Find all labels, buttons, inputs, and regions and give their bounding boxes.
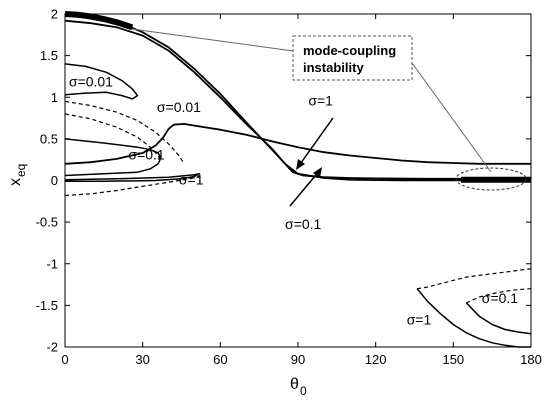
y-axis-subscript: eq bbox=[14, 164, 28, 177]
x-tick-label: 0 bbox=[61, 352, 68, 367]
y-tick-label: -1.5 bbox=[36, 298, 58, 313]
series-line-8 bbox=[64, 175, 203, 197]
x-tick-label: 150 bbox=[442, 352, 464, 367]
x-axis-subscript: 0 bbox=[300, 384, 307, 398]
x-tick-label: 30 bbox=[135, 352, 149, 367]
y-tick-label: 1.5 bbox=[40, 48, 58, 63]
callout-line2: instability bbox=[303, 60, 364, 75]
x-tick-label: 180 bbox=[520, 352, 542, 367]
y-tick-label: 1 bbox=[51, 90, 58, 105]
callout-leader-top bbox=[131, 28, 294, 52]
series-lines bbox=[64, 13, 532, 348]
series-line-6 bbox=[64, 100, 185, 165]
series-line-4 bbox=[64, 173, 201, 183]
x-axis-title: θ bbox=[290, 376, 299, 393]
sigma-label: σ=0.1 bbox=[482, 290, 518, 306]
series-line-10 bbox=[417, 268, 532, 290]
axis-ticks: 0 30 60 90 120 150 180 2 1.5 1 0.5 0 -0.5 -1 -1.5 -2 bbox=[36, 7, 542, 368]
y-tick-label: -2 bbox=[46, 340, 58, 355]
series-line-9 bbox=[416, 288, 531, 348]
callout-line1: mode-coupling bbox=[303, 43, 396, 58]
sigma-label: σ=0.1 bbox=[128, 147, 164, 163]
unstable-segments bbox=[64, 11, 531, 183]
sigma-label: σ=0.01 bbox=[157, 99, 201, 115]
curve-annotations: σ=0.01 σ=0.01 σ=0.1 σ=1 σ=1 σ=0.1 σ=1 σ=0.1 bbox=[69, 73, 518, 327]
sigma-label: σ=0.01 bbox=[69, 73, 113, 89]
series-line-11 bbox=[465, 302, 532, 335]
y-tick-label: 2 bbox=[51, 7, 58, 22]
x-tick-label: 60 bbox=[213, 352, 227, 367]
sigma-arrows bbox=[289, 117, 334, 207]
x-axis-label: θ 0 bbox=[290, 376, 307, 398]
arrow-sigma-0.1-head bbox=[313, 167, 322, 178]
series-line-3 bbox=[64, 138, 162, 177]
sigma-label: σ=0.1 bbox=[285, 216, 321, 232]
series-line-1 bbox=[64, 19, 531, 180]
x-tick-label: 120 bbox=[365, 352, 387, 367]
y-axis-title: x bbox=[7, 178, 24, 186]
callout-box bbox=[292, 35, 413, 81]
arrow-sigma-1-head bbox=[296, 159, 305, 170]
arrow-sigma-0.1 bbox=[289, 169, 321, 207]
y-tick-label: 0 bbox=[51, 173, 58, 188]
x-tick-label: 90 bbox=[291, 352, 305, 367]
unstable-segment-0 bbox=[64, 11, 134, 31]
sigma-label: σ=1 bbox=[179, 172, 204, 188]
arrow-sigma-1 bbox=[297, 117, 334, 168]
instability-ellipse bbox=[455, 167, 527, 191]
y-tick-label: -0.5 bbox=[36, 215, 58, 230]
y-axis-label: x eq bbox=[7, 164, 28, 186]
mode-coupling-callout: mode-coupling instability bbox=[131, 28, 527, 191]
y-tick-label: 0.5 bbox=[40, 131, 58, 146]
y-tick-label: -1 bbox=[46, 256, 58, 271]
series-line-5 bbox=[64, 63, 139, 100]
sigma-label: σ=1 bbox=[407, 312, 432, 328]
sigma-label: σ=1 bbox=[308, 93, 333, 109]
callout-leader-bottom bbox=[411, 62, 492, 173]
